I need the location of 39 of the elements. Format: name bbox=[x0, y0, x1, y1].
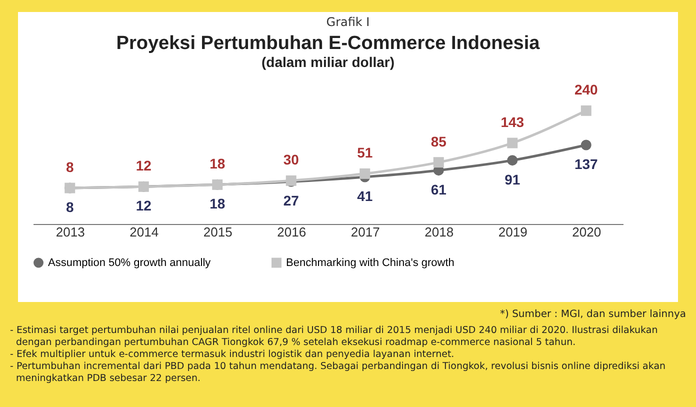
x-tick-label: 2020 bbox=[572, 224, 602, 240]
data-label: 41 bbox=[357, 188, 373, 204]
data-label: 137 bbox=[574, 156, 598, 172]
x-tick-label: 2016 bbox=[277, 224, 306, 240]
x-tick-label: 2018 bbox=[424, 224, 454, 240]
point bbox=[507, 155, 518, 166]
data-label: 27 bbox=[283, 192, 300, 209]
point bbox=[360, 168, 370, 179]
point bbox=[507, 138, 518, 148]
data-label: 240 bbox=[574, 82, 598, 98]
text: Grafik I bbox=[325, 15, 371, 29]
point bbox=[580, 140, 592, 150]
x-tick-label: 2014 bbox=[130, 224, 159, 240]
chart-subtitle: (dalam miliar dollar) bbox=[261, 54, 395, 70]
data-label: 30 bbox=[283, 152, 300, 168]
data-label: 8 bbox=[66, 199, 74, 215]
text: - Pertumbuhan incremental dari PBD pada 10 tahun mendatang. Sebagai perbandingan di Tiongkok, revolusi bisnis online diprediksi akan meningkatkan PDB sebesar 22 persen. bbox=[10, 360, 667, 384]
data-label: 91 bbox=[504, 171, 520, 188]
chart-title: Proyeksi Pertumbuhan E-Commerce Indonesia bbox=[116, 33, 540, 54]
data-label: 12 bbox=[136, 198, 152, 214]
text: - Efek multiplier untuk e-commerce termasuk industri logistik dan penyedia layanan internet. bbox=[10, 348, 456, 361]
x-tick-label: 2015 bbox=[203, 224, 232, 240]
data-label: 51 bbox=[357, 144, 373, 161]
x-tick-label: 2017 bbox=[350, 224, 380, 240]
legend-label: Assumption 50% growth annually bbox=[48, 256, 212, 269]
legend-label: Benchmarking with China's growth bbox=[286, 256, 454, 269]
data-label: 12 bbox=[136, 158, 152, 174]
point bbox=[433, 157, 444, 168]
data-label: 85 bbox=[430, 133, 447, 150]
text: *) Sumber : MGI, dan sumber lainnya bbox=[500, 309, 686, 320]
data-label: 18 bbox=[210, 196, 226, 212]
x-tick-label: 2019 bbox=[498, 224, 528, 240]
x-tick-label: 2013 bbox=[56, 224, 85, 240]
data-label: 8 bbox=[66, 159, 74, 175]
data-label: 143 bbox=[500, 114, 524, 130]
data-label: 61 bbox=[430, 181, 447, 198]
data-label: 18 bbox=[210, 156, 226, 172]
point bbox=[580, 105, 592, 116]
text: - Estimasi target pertumbuhan nilai penjualan ritel online dari USD 18 miliar di 2015 menjadi USD 240 miliar di 2020. Ilustrasi dilakukan dengan perbandingan pertumbuhan CAGR Tiongkok 67,9 % setelah eksekusi roadmap e-commerce nasional 5 tahun. bbox=[10, 325, 659, 349]
